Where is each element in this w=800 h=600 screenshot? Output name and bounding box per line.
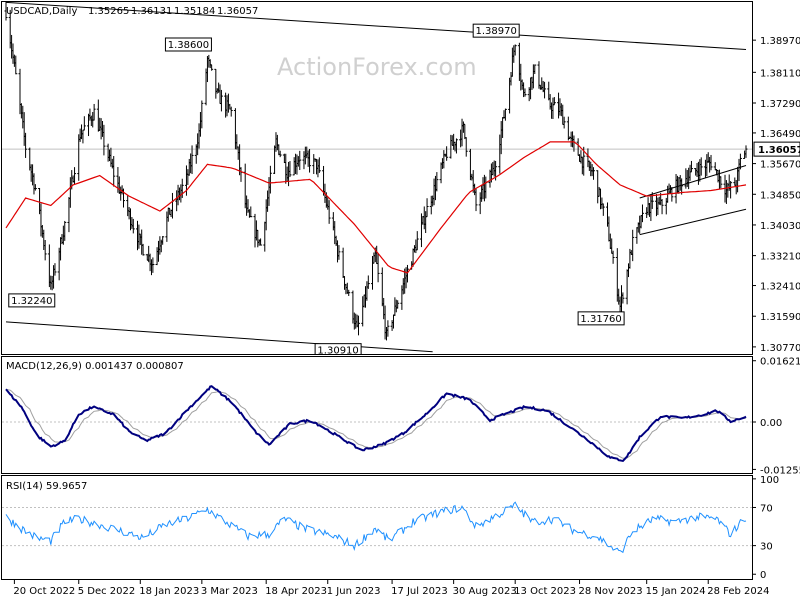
rsi-panel: RSI(14) 59.9657 100 70 30 0 <box>1 475 779 581</box>
macd-line <box>5 385 747 462</box>
trend-line-1 <box>5 2 747 51</box>
rsi-panel-frame <box>1 475 753 580</box>
price-axis-label: 1.30770 <box>760 343 800 354</box>
date-axis-label: 28 Nov 2023 <box>579 586 643 597</box>
trend-line-2 <box>5 321 433 353</box>
date-axis-label: 17 Jul 2023 <box>391 586 448 597</box>
date-axis-label: 5 Dec 2022 <box>78 586 136 597</box>
ohlc-close: 1.36057 <box>217 6 258 17</box>
ohlc-low: 1.35184 <box>174 6 215 17</box>
price-panel: USDCAD,Daily 1.35265 1.36131 1.35184 1.3… <box>1 1 800 357</box>
price-axis-label: 1.31590 <box>760 312 800 323</box>
macd-panel: MACD(12,26,9) 0.001437 0.000807 0.016213… <box>1 356 800 476</box>
date-axis-label: 18 Apr 2023 <box>265 586 327 597</box>
watermark: ActionForex.com <box>277 53 477 81</box>
moving-average-line <box>5 141 747 274</box>
price-axis: 1.38970 1.38110 1.37290 1.36490 1.35670 1.348… <box>752 36 800 354</box>
trend-line-4 <box>639 208 747 236</box>
symbol-label: USDCAD,Daily <box>6 6 77 17</box>
price-annotation-box <box>472 23 520 38</box>
price-annotation-label: 1.32240 <box>11 296 52 307</box>
price-annotation-label: 1.31760 <box>580 314 621 325</box>
macd-label: MACD(12,26,9) 0.001437 0.000807 <box>6 361 184 372</box>
date-axis-label: 13 Oct 2023 <box>514 586 576 597</box>
date-axis-label: 1 Jun 2023 <box>327 586 381 597</box>
last-price-box <box>753 141 800 157</box>
rsi-axis: 100 70 30 0 <box>752 475 779 581</box>
last-price-label: 1.36057 <box>758 145 800 156</box>
macd-panel-frame <box>1 356 753 474</box>
price-annotation-box <box>164 37 212 52</box>
price-axis-label: 1.34030 <box>760 221 800 232</box>
price-axis-label: 1.33210 <box>760 252 800 263</box>
rsi-axis-label: 30 <box>760 542 773 553</box>
macd-axis-label: 0.00 <box>760 418 782 429</box>
date-axis-label: 15 Jan 2024 <box>646 586 706 597</box>
date-axis-label: 30 Aug 2023 <box>453 586 517 597</box>
price-annotation-box <box>8 293 56 308</box>
date-axis-label: 28 Feb 2024 <box>707 586 769 597</box>
date-axis: 20 Oct 2022 5 Dec 2022 18 Jan 2023 3 Mar 20… <box>13 579 769 597</box>
price-axis-label: 1.32410 <box>760 282 800 293</box>
rsi-axis-label: 0 <box>760 570 766 581</box>
price-axis-label: 1.34850 <box>760 190 800 201</box>
rsi-axis-label: 100 <box>760 475 779 486</box>
macd-axis: 0.016213 0.00 -0.01255 <box>752 357 800 476</box>
date-axis-label: 3 Mar 2023 <box>201 586 258 597</box>
rsi-label: RSI(14) 59.9657 <box>6 481 87 492</box>
price-annotation-box <box>577 311 625 326</box>
rsi-line <box>5 501 747 554</box>
macd-axis-label: -0.01255 <box>760 465 800 476</box>
price-axis-label: 1.38110 <box>760 68 800 79</box>
price-annotation-label: 1.38600 <box>168 40 209 51</box>
price-annotation-label: 1.30910 <box>317 346 358 357</box>
ohlc-open: 1.35265 <box>88 6 129 17</box>
price-panel-frame <box>1 1 753 355</box>
price-axis-label: 1.38970 <box>760 36 800 47</box>
date-axis-label: 18 Jan 2023 <box>139 586 199 597</box>
date-axis-label: 20 Oct 2022 <box>13 586 75 597</box>
price-annotation-label: 1.38970 <box>476 26 517 37</box>
price-axis-label: 1.36490 <box>760 129 800 140</box>
price-axis-label: 1.37290 <box>760 99 800 110</box>
rsi-axis-label: 70 <box>760 503 773 514</box>
price-annotation-box <box>314 343 362 354</box>
price-axis-label: 1.35670 <box>760 160 800 171</box>
macd-axis-label: 0.016213 <box>760 357 800 368</box>
trend-line-3 <box>639 164 747 199</box>
